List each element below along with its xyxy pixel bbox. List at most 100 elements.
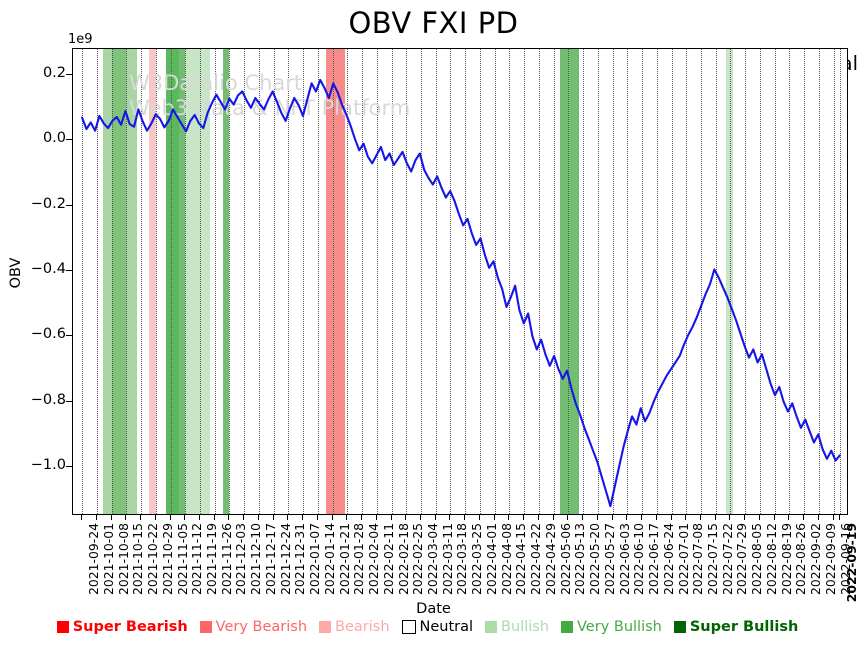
gridline xyxy=(214,49,216,514)
x-tick-label: 2022-08-19 xyxy=(778,523,794,596)
x-tick-label: 2022-01-14 xyxy=(321,523,337,596)
x-tick-mark xyxy=(758,515,760,520)
gridline xyxy=(170,49,172,514)
x-tick-label: 2022-06-17 xyxy=(646,523,662,596)
legend-item-super-bearish[interactable]: Super Bearish xyxy=(56,619,188,635)
x-tick-label: 2021-10-22 xyxy=(145,523,161,596)
signal-band-bullish xyxy=(103,49,112,514)
y-axis-ticks: 0.2 0.0 −0.2 −0.4 −0.6 −0.8 −1.0 xyxy=(0,48,72,515)
x-tick-mark xyxy=(420,515,421,520)
x-tick-label: 2022-09-09 xyxy=(822,523,838,596)
legend-swatch-icon xyxy=(485,621,498,633)
gridline xyxy=(244,49,246,514)
y-tick-label: −0.8 xyxy=(30,391,66,408)
x-tick-mark xyxy=(331,515,333,520)
signal-band-very-bullish xyxy=(166,49,179,514)
x-tick-label: 2021-11-05 xyxy=(174,523,190,596)
legend-item-bullish[interactable]: Bullish xyxy=(485,619,549,635)
gridline xyxy=(671,49,673,514)
gridline xyxy=(273,49,275,514)
x-tick-label: 2021-11-26 xyxy=(218,523,234,596)
legend-label: Very Bullish xyxy=(577,619,662,635)
x-tick-mark xyxy=(213,515,215,520)
y-tick-label: 0.2 xyxy=(42,65,66,82)
legend-swatch-icon xyxy=(561,621,574,633)
gridline xyxy=(538,49,540,514)
legend-item-very-bullish[interactable]: Very Bullish xyxy=(561,619,662,635)
gridline xyxy=(111,49,113,514)
legend-label: Very Bearish xyxy=(215,619,308,635)
x-tick-label: 2021-10-08 xyxy=(115,523,131,596)
x-tick-label: 2022-05-27 xyxy=(601,523,617,596)
gridline xyxy=(406,49,408,514)
x-tick-mark xyxy=(464,515,466,520)
x-tick-mark xyxy=(508,515,510,520)
gridline xyxy=(583,49,585,514)
x-tick-label: 2022-02-25 xyxy=(410,523,426,596)
gridline xyxy=(509,49,511,514)
x-tick-mark xyxy=(523,515,525,520)
gridline xyxy=(126,49,128,514)
gridline xyxy=(642,49,644,514)
x-tick-mark xyxy=(641,515,643,520)
x-tick-mark xyxy=(198,515,200,520)
y-tick-label: 0.0 xyxy=(42,130,66,147)
legend-item-neutral[interactable]: Neutral xyxy=(401,619,473,635)
gridline xyxy=(465,49,467,514)
legend-item-bearish[interactable]: Bearish xyxy=(319,619,390,635)
chart-title: OBV FXI PD xyxy=(348,6,519,40)
x-tick-mark xyxy=(375,515,377,520)
gridline xyxy=(730,49,732,514)
gridline xyxy=(155,49,157,514)
x-tick-label: 2021-10-15 xyxy=(130,523,146,596)
x-tick-mark xyxy=(405,515,407,520)
y-axis-exponent: 1e9 xyxy=(68,32,93,47)
x-tick-mark xyxy=(140,515,142,520)
signal-band-very-bearish xyxy=(326,49,346,514)
x-tick-mark xyxy=(125,515,127,520)
gridline xyxy=(317,49,319,514)
x-tick-mark xyxy=(803,515,805,520)
x-tick-label: 2021-12-17 xyxy=(262,523,278,596)
x-tick-mark xyxy=(817,515,819,520)
x-tick-label: 2021-11-12 xyxy=(189,523,205,596)
legend-label: Super Bullish xyxy=(689,619,799,635)
gridline xyxy=(479,49,481,514)
x-tick-label: 2021-12-03 xyxy=(233,523,249,596)
x-tick-label: 2021-11-19 xyxy=(203,523,219,596)
legend-label: Bearish xyxy=(335,619,390,635)
gridline xyxy=(185,49,187,514)
x-tick-mark xyxy=(552,515,554,520)
x-tick-mark xyxy=(110,515,112,520)
x-tick-label: 2022-01-07 xyxy=(307,523,323,596)
legend-item-super-bullish[interactable]: Super Bullish xyxy=(673,619,799,635)
gridline xyxy=(568,49,570,514)
x-tick-mark xyxy=(302,515,304,520)
x-tick-mark xyxy=(390,515,392,520)
signal-band-very-bullish xyxy=(223,49,230,514)
x-tick-label: 2022-04-01 xyxy=(483,523,499,596)
signal-band-bearish xyxy=(149,49,156,514)
legend-item-very-bearish[interactable]: Very Bearish xyxy=(199,619,308,635)
signal-band-very-bullish xyxy=(178,49,186,514)
gridline xyxy=(494,49,496,514)
gridline xyxy=(362,49,364,514)
gridline xyxy=(715,49,717,514)
x-tick-mark xyxy=(714,515,716,520)
x-tick-label: 2022-01-21 xyxy=(336,523,352,596)
gridline xyxy=(524,49,526,514)
signal-band-bullish xyxy=(126,49,137,514)
plot-area: W3Datalio Chart Web3 Data & NFT Platform xyxy=(72,48,848,515)
gridline xyxy=(435,49,437,514)
signal-band-very-bullish xyxy=(111,49,127,514)
x-tick-label: 2022-08-12 xyxy=(763,523,779,596)
x-tick-label: 2022-09-02 xyxy=(808,523,824,596)
x-tick-mark xyxy=(596,515,598,520)
x-tick-label: 2022-04-15 xyxy=(513,523,529,596)
x-tick-mark xyxy=(788,515,790,520)
x-tick-mark xyxy=(346,515,348,520)
x-tick-label: 2021-09-24 xyxy=(86,523,102,596)
y-tick-mark xyxy=(66,204,72,206)
x-tick-label: 2022-07-08 xyxy=(690,523,706,596)
x-tick-label: 2021-10-01 xyxy=(100,523,116,596)
